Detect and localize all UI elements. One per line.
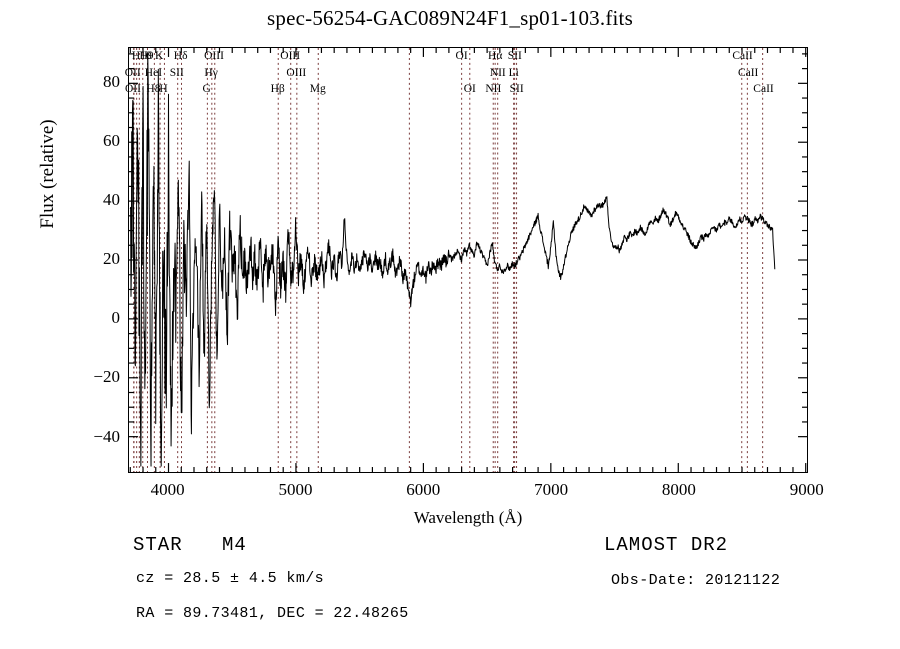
spectral-line-label: NII — [489, 67, 506, 79]
spectral-line-label: Mg — [309, 83, 326, 95]
spectral-line-label: CaII — [737, 67, 759, 79]
x-axis-tick-label: 4000 — [150, 480, 185, 499]
y-axis-label: Flux (relative) — [37, 119, 58, 229]
spectral-line-label: K — [155, 50, 164, 62]
object-type-label: STAR — [133, 534, 183, 556]
spectral-line-label: SII — [509, 83, 524, 95]
spectral-line-label: Hα — [488, 50, 503, 62]
coordinates-label: RA = 89.73481, DEC = 22.48265 — [136, 605, 409, 622]
spectral-line-label: SII — [169, 67, 184, 79]
redshift-velocity-label: cz = 28.5 ± 4.5 km/s — [136, 570, 325, 587]
x-axis-tick-label: 5000 — [278, 480, 313, 499]
spectral-line-label: Hγ — [204, 67, 218, 79]
spectral-line-label: H9 — [139, 50, 154, 62]
spectral-line-label: Li — [508, 67, 519, 79]
y-axis-tick-label: −20 — [93, 367, 120, 387]
x-axis-tick-label: 9000 — [789, 480, 824, 499]
y-axis-tick-label: 20 — [103, 249, 120, 268]
spectral-line-label: Hδ — [173, 50, 188, 62]
x-axis-tick-label: 8000 — [661, 480, 696, 499]
spectral-line-label: OIII — [280, 50, 301, 62]
spectral-line-label: CaII — [753, 83, 774, 95]
spectral-class-label: M4 — [222, 534, 247, 556]
spectral-line-label: HeI — [144, 67, 163, 79]
survey-label: LAMOST DR2 — [604, 534, 729, 556]
spectral-line-label: H8 — [146, 83, 161, 95]
page-title: spec-56254-GAC089N24F1_sp01-103.fits — [267, 6, 633, 30]
obs-date-label: Obs-Date: 20121122 — [611, 572, 781, 589]
spectral-line-label: H — [159, 83, 168, 95]
spectral-line-label: H10 — [131, 50, 152, 62]
spectral-line-label: OI — [463, 83, 476, 95]
spectral-line-label: OII — [125, 83, 141, 95]
y-axis-tick-label: 80 — [103, 71, 120, 91]
spectral-line-label: G — [202, 83, 211, 95]
spectral-line-label: OIII — [204, 50, 224, 62]
spectral-line-label: Hβ — [270, 83, 285, 95]
x-axis-tick-label: 6000 — [406, 480, 441, 499]
spectrum-canvas — [129, 48, 807, 472]
spectral-line-label: CaII — [732, 50, 753, 62]
x-axis-tick-label: 7000 — [534, 480, 569, 499]
y-axis-tick-label: −40 — [93, 426, 120, 446]
spectral-line-label: SII — [507, 50, 522, 62]
y-axis-tick-label: 40 — [103, 189, 120, 209]
spectral-line-label: OII — [124, 67, 141, 79]
y-axis-tick-label: 60 — [103, 130, 120, 150]
x-axis-label: Wavelength (Å) — [413, 508, 523, 527]
plot-frame — [128, 47, 808, 473]
y-axis-tick-label: 0 — [111, 308, 121, 328]
spectral-line-label: OIII — [286, 67, 307, 79]
spectrum-trace — [129, 53, 776, 467]
spectral-line-label: NII — [485, 83, 502, 95]
spectral-line-label: OI — [455, 50, 468, 62]
